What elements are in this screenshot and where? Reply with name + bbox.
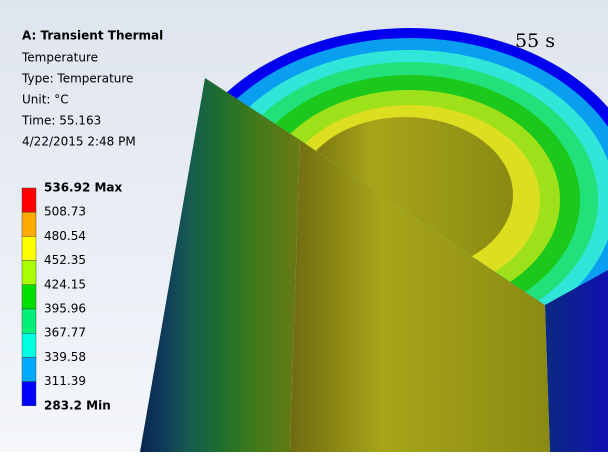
title: A: Transient Thermal [22,29,163,43]
legend-label: 339.58 [44,350,86,364]
header-line: 4/22/2015 2:48 PM [22,135,136,149]
legend-swatch [22,236,36,260]
legend-label: 424.15 [44,277,86,291]
time-label: 55 s [515,30,555,52]
legend-swatch [22,357,36,381]
legend-label: 395.96 [44,302,86,316]
legend-label: 452.35 [44,253,86,267]
legend-swatch [22,309,36,333]
header-line: Type: Temperature [21,72,133,86]
legend-label: 311.39 [44,374,86,388]
legend-label: 536.92 Max [44,181,123,195]
header-line: Time: 55.163 [21,114,101,128]
legend-label: 480.54 [44,229,86,243]
legend-swatch [22,285,36,309]
legend-swatch [22,212,36,236]
legend-swatch [22,188,36,212]
legend-swatch [22,333,36,357]
legend-label: 283.2 Min [44,398,111,412]
viewport: A: Transient Thermal Temperature Type: Te… [0,0,608,452]
header-line: Temperature [21,51,98,65]
model [140,28,608,452]
legend-label: 367.77 [44,326,86,340]
legend-swatch [22,261,36,285]
legend-label: 508.73 [44,205,86,219]
header-line: Unit: °C [22,93,69,107]
legend-swatch [22,382,36,406]
